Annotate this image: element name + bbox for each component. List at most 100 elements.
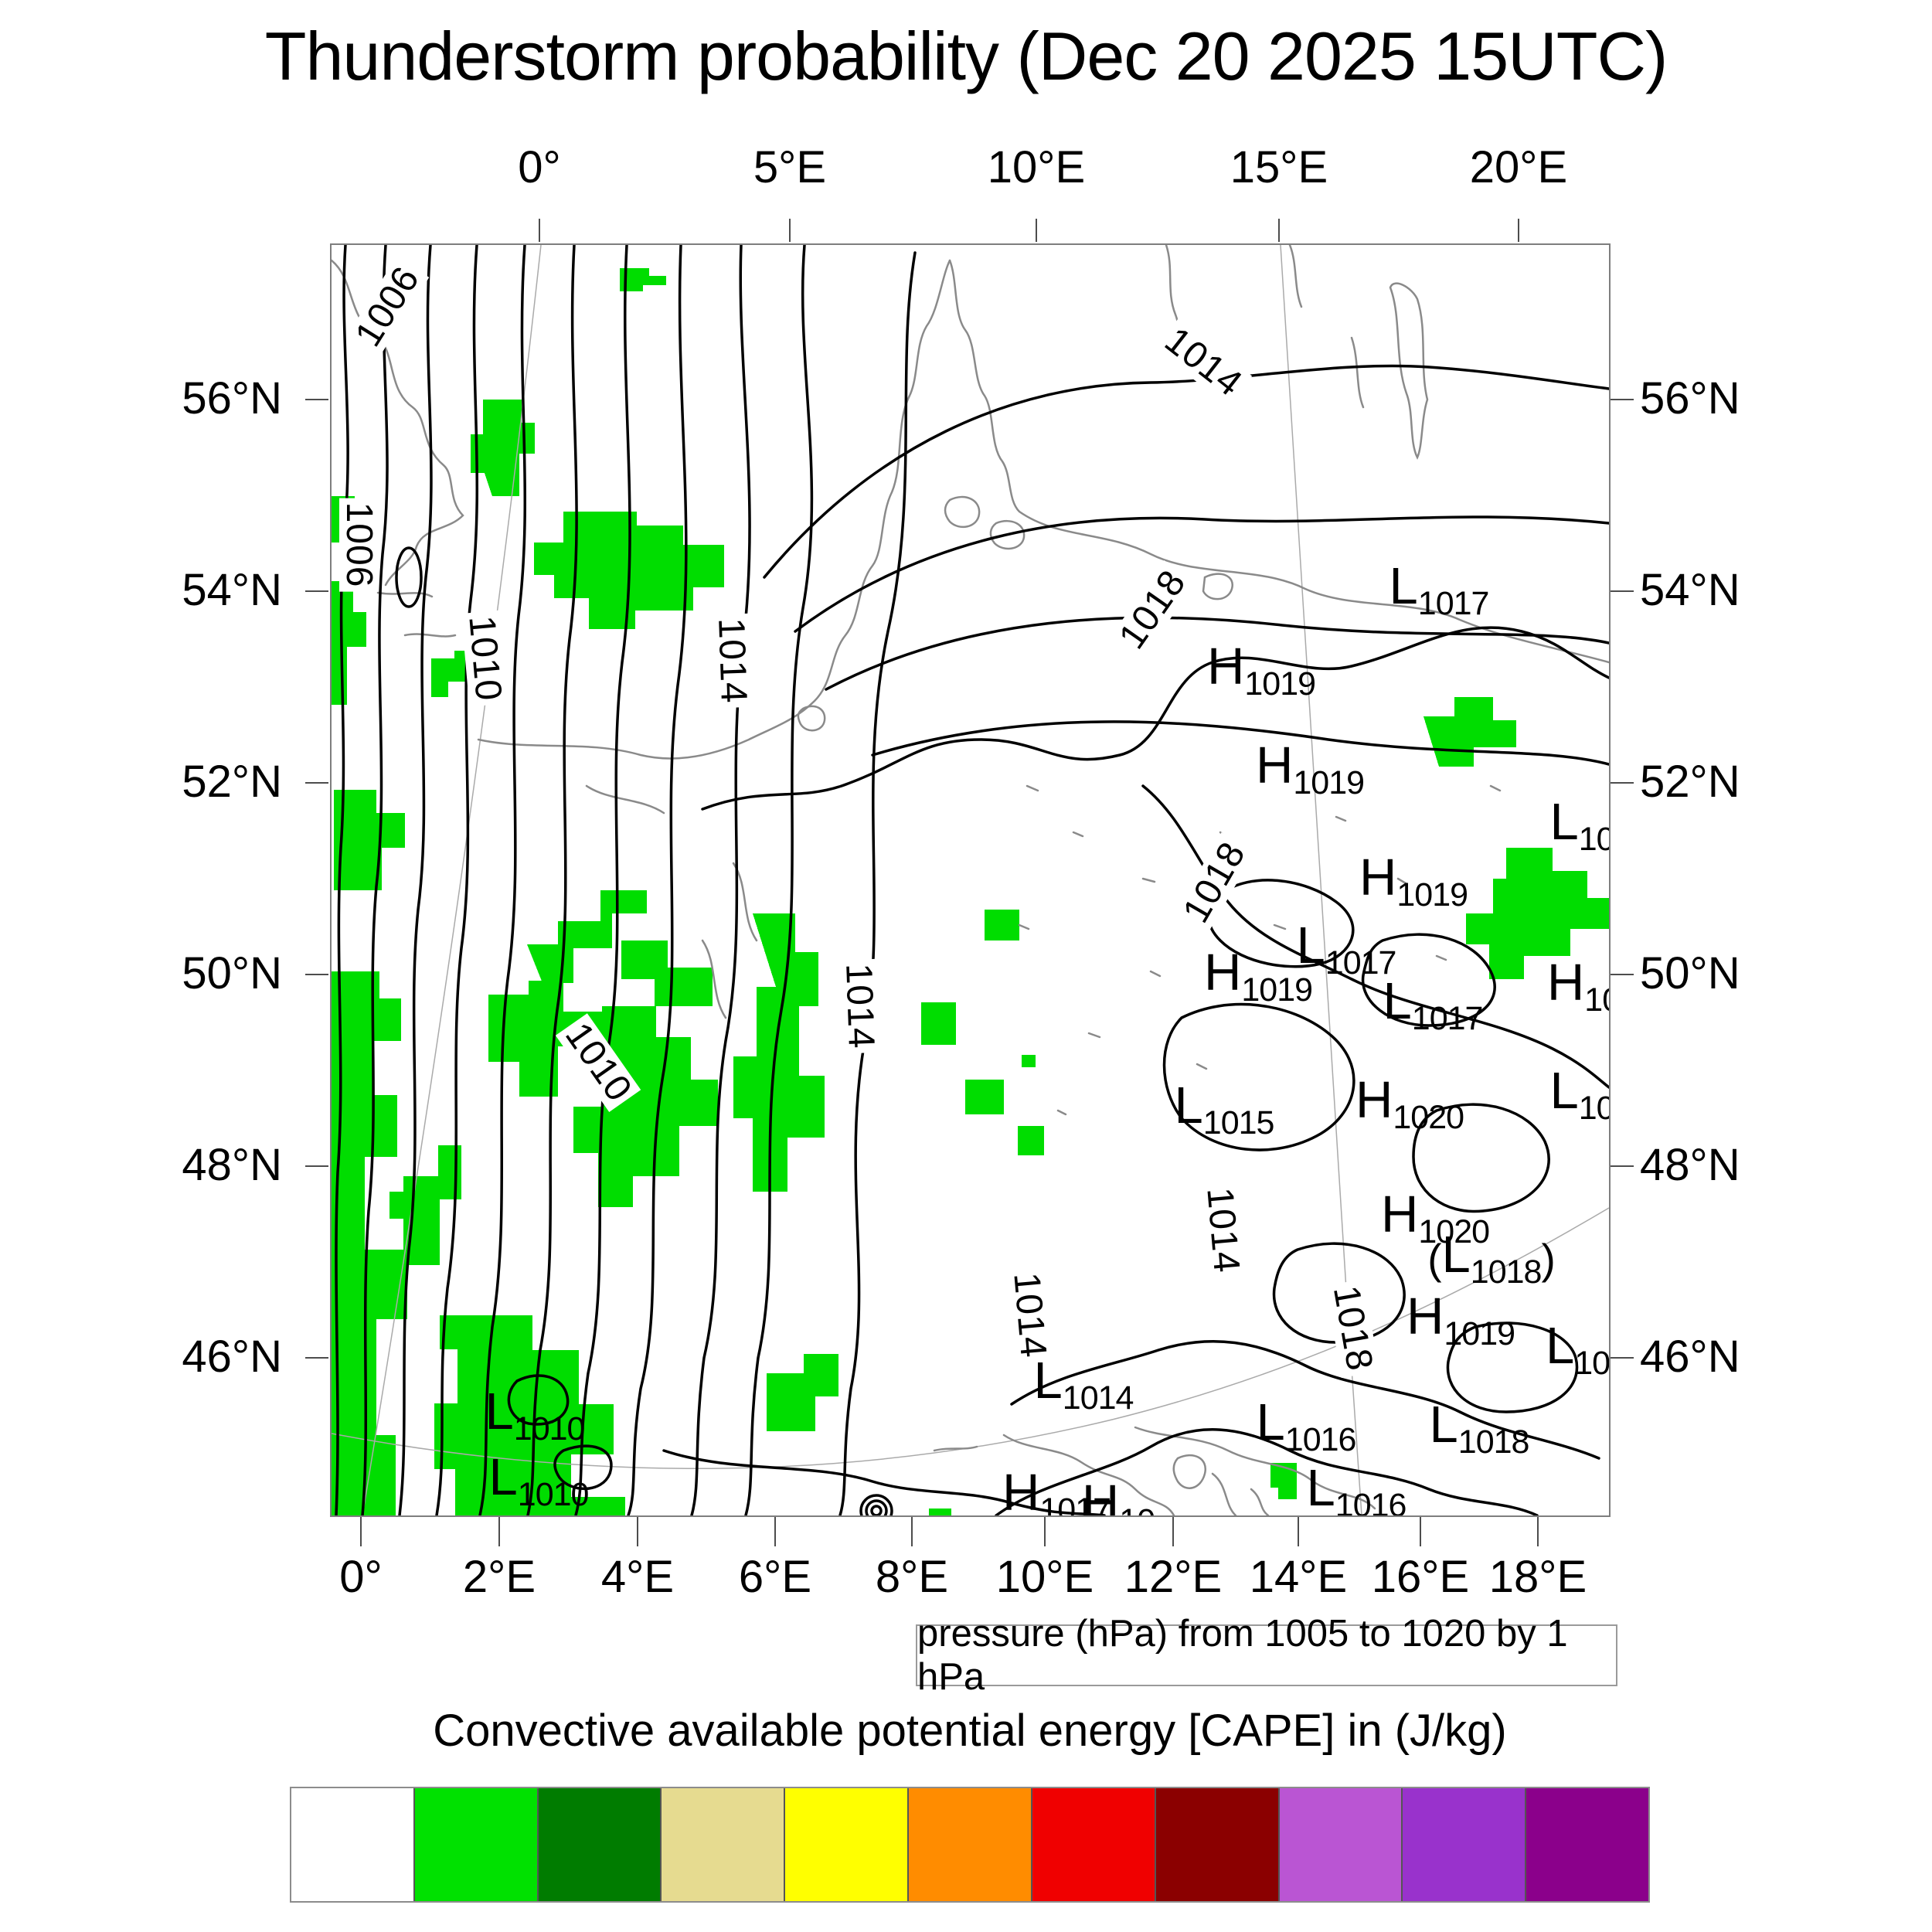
axis-tick-right bbox=[1611, 782, 1634, 784]
axis-label-bottom: 10°E bbox=[995, 1552, 1094, 1602]
isobar-contour bbox=[395, 546, 423, 608]
colorbar-cell bbox=[1403, 1788, 1527, 1901]
coastline bbox=[948, 259, 1609, 664]
axis-tick-left bbox=[305, 974, 328, 975]
axis-label-bottom: 12°E bbox=[1124, 1552, 1223, 1602]
isobar-contour bbox=[361, 245, 389, 1515]
coastline bbox=[1172, 1454, 1207, 1489]
cape-patch bbox=[1466, 848, 1609, 979]
axis-label-left: 50°N bbox=[182, 948, 282, 998]
axis-label-bottom: 6°E bbox=[738, 1552, 812, 1602]
axis-label-top: 0° bbox=[518, 142, 561, 192]
isobar-contour bbox=[865, 1499, 888, 1515]
axis-tick-left bbox=[305, 782, 328, 784]
pressure-marker-l: L10 bbox=[1549, 793, 1611, 859]
cape-shading-layer bbox=[332, 268, 1609, 1515]
pressure-marker-l: L1018 bbox=[1429, 1396, 1530, 1461]
axis-tick-right bbox=[1611, 590, 1634, 592]
axis-label-top: 10°E bbox=[987, 142, 1086, 192]
axis-tick-bottom bbox=[1537, 1517, 1539, 1546]
cape-patch bbox=[965, 1080, 1004, 1114]
colorbar-tick-label: .1 bbox=[393, 1926, 434, 1932]
cape-patch bbox=[1018, 1126, 1044, 1155]
colorbar-tick-label: 4000 bbox=[1349, 1926, 1456, 1932]
contour-value-label: 1014 bbox=[1199, 1182, 1247, 1279]
pressure-marker-h: H1020 bbox=[1355, 1071, 1464, 1137]
isobar-contour bbox=[838, 251, 917, 1515]
cape-patch bbox=[929, 1509, 951, 1515]
island-speck bbox=[1196, 1063, 1208, 1070]
cape-patch bbox=[767, 1354, 838, 1431]
isobar-contour bbox=[662, 1449, 1106, 1515]
axis-label-bottom: 18°E bbox=[1488, 1552, 1587, 1602]
pressure-marker-h: H1019 bbox=[1255, 736, 1365, 802]
isobar-contour bbox=[1446, 1321, 1579, 1413]
contour-value-label: 1006 bbox=[338, 498, 379, 592]
colorbar-tick-label: 4500 bbox=[1473, 1926, 1580, 1932]
cape-patch bbox=[332, 971, 407, 1515]
coastline bbox=[1002, 1434, 1175, 1515]
cape-patch bbox=[488, 981, 604, 1097]
colorbar-cell bbox=[1032, 1788, 1156, 1901]
axis-label-bottom: 14°E bbox=[1249, 1552, 1348, 1602]
isobar-contour bbox=[859, 1494, 893, 1515]
isobar-contour bbox=[398, 245, 433, 1515]
island-speck bbox=[1141, 877, 1156, 883]
pressure-marker-l: L101 bbox=[1545, 1317, 1611, 1383]
axis-tick-bottom bbox=[1172, 1517, 1174, 1546]
axis-label-right: 46°N bbox=[1640, 1332, 1740, 1382]
axis-label-bottom: 4°E bbox=[600, 1552, 675, 1602]
isobar-layer bbox=[335, 245, 1609, 1515]
colorbar-tick-label: 2500 bbox=[978, 1926, 1085, 1932]
contour-value-label: 1010 bbox=[461, 610, 509, 707]
meridian-line bbox=[362, 245, 542, 1515]
colorbar-cell bbox=[785, 1788, 910, 1901]
cape-patch bbox=[431, 651, 465, 697]
contour-value-label: 1014 bbox=[838, 958, 882, 1054]
cape-patch bbox=[434, 1315, 625, 1515]
axis-label-left: 54°N bbox=[182, 565, 282, 615]
cape-patch bbox=[921, 1002, 956, 1045]
isobar-contour bbox=[1207, 879, 1355, 968]
island-speck bbox=[1335, 815, 1347, 822]
coastline bbox=[403, 633, 457, 638]
isobar-contour bbox=[1361, 933, 1496, 1027]
colorbar-tick-label: 2000 bbox=[855, 1926, 961, 1932]
axis-label-left: 48°N bbox=[182, 1140, 282, 1190]
axis-label-bottom: 8°E bbox=[875, 1552, 949, 1602]
axis-tick-bottom bbox=[637, 1517, 638, 1546]
coastline bbox=[797, 705, 826, 732]
pressure-marker-h: H10 bbox=[1081, 1475, 1155, 1517]
colorbar-tick-label: 1500 bbox=[731, 1926, 838, 1932]
cape-patch bbox=[389, 1145, 461, 1265]
coastline bbox=[701, 939, 727, 1019]
isobar-contour bbox=[744, 245, 814, 1515]
pressure-marker-h: H1020 bbox=[1380, 1185, 1490, 1251]
island-speck bbox=[1273, 923, 1287, 930]
axis-label-right: 50°N bbox=[1640, 948, 1740, 998]
pressure-marker-h: H10 bbox=[1546, 954, 1609, 1019]
pressure-marker-l: L1016 bbox=[1256, 1393, 1357, 1459]
coastline bbox=[1288, 245, 1303, 308]
isobar-contour bbox=[871, 720, 1609, 766]
pressure-marker-h: H1019 bbox=[1203, 944, 1313, 1009]
coastline bbox=[585, 784, 665, 815]
isobar-contour bbox=[995, 1428, 1539, 1515]
pressure-marker-l: L1010 bbox=[488, 1448, 590, 1514]
contour-value-label: 1014 bbox=[1005, 1267, 1054, 1364]
axis-tick-bottom bbox=[1420, 1517, 1421, 1546]
isobar-contour bbox=[1162, 1002, 1355, 1151]
colorbar-tick-label: 1000 bbox=[607, 1926, 714, 1932]
coastline bbox=[1350, 336, 1365, 409]
coastline bbox=[477, 259, 951, 760]
colorbar-cell bbox=[662, 1788, 786, 1901]
pressure-marker-l: L1015 bbox=[1174, 1077, 1275, 1142]
axis-tick-top bbox=[1036, 219, 1037, 242]
cape-patch bbox=[1022, 1055, 1036, 1067]
axis-tick-top bbox=[1518, 219, 1519, 242]
cape-patch bbox=[1423, 697, 1516, 767]
island-speck bbox=[1396, 877, 1407, 885]
axis-tick-bottom bbox=[1298, 1517, 1299, 1546]
colorbar-cell bbox=[1526, 1788, 1648, 1901]
